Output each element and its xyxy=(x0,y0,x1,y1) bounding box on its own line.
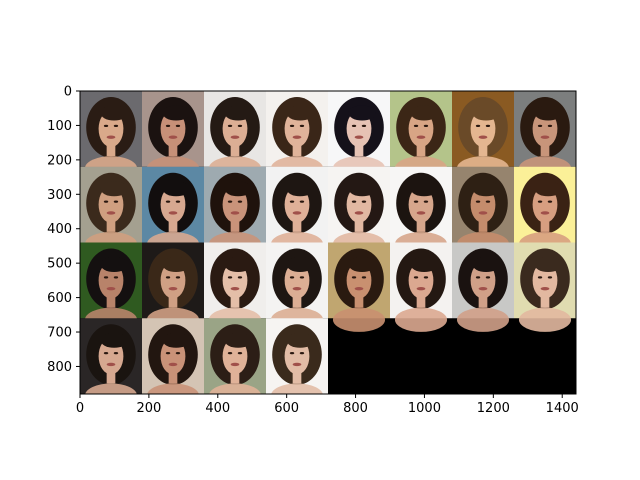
face-tile xyxy=(328,91,390,181)
face-tile xyxy=(452,166,514,257)
y-tick-label: 300 xyxy=(47,188,72,203)
y-tick-label: 200 xyxy=(47,153,72,168)
face-tile xyxy=(328,242,390,332)
face-tile xyxy=(204,242,266,332)
face-tile xyxy=(452,91,514,181)
y-tick-label: 400 xyxy=(47,222,72,237)
x-tick-label: 1200 xyxy=(477,401,510,416)
x-tick-label: 600 xyxy=(274,401,299,416)
axes-frame xyxy=(79,90,577,395)
face-tile xyxy=(204,318,266,394)
image-tiles xyxy=(80,91,576,394)
face-tile xyxy=(390,242,452,332)
y-axis: 0 100 200 300 400 500 600 700 800 xyxy=(47,85,80,375)
x-tick-label: 1400 xyxy=(546,401,579,416)
x-tick-label: 800 xyxy=(343,401,368,416)
y-tick-label: 100 xyxy=(47,119,72,134)
face-tile xyxy=(266,242,328,332)
face-tile xyxy=(514,91,576,181)
x-tick-label: 200 xyxy=(136,401,161,416)
y-tick-label: 0 xyxy=(64,85,72,100)
x-tick-label: 400 xyxy=(205,401,230,416)
face-tile xyxy=(390,166,452,257)
face-tile xyxy=(80,318,142,394)
x-tick-label: 1000 xyxy=(408,401,441,416)
face-tile xyxy=(452,242,514,332)
y-tick-label: 500 xyxy=(47,257,72,272)
face-tile xyxy=(142,318,204,394)
y-tick-label: 600 xyxy=(47,291,72,306)
x-axis: 0 200 400 600 800 1000 1200 1400 xyxy=(76,394,579,416)
face-tile xyxy=(142,242,204,332)
y-tick-label: 800 xyxy=(47,360,72,375)
y-tick-label: 700 xyxy=(47,326,72,341)
x-tick-label: 0 xyxy=(76,401,84,416)
face-tile xyxy=(80,91,142,181)
face-tile xyxy=(266,318,328,394)
face-tile xyxy=(328,166,390,257)
face-tile xyxy=(514,242,576,332)
face-tile xyxy=(142,166,204,257)
face-tile xyxy=(204,166,266,257)
